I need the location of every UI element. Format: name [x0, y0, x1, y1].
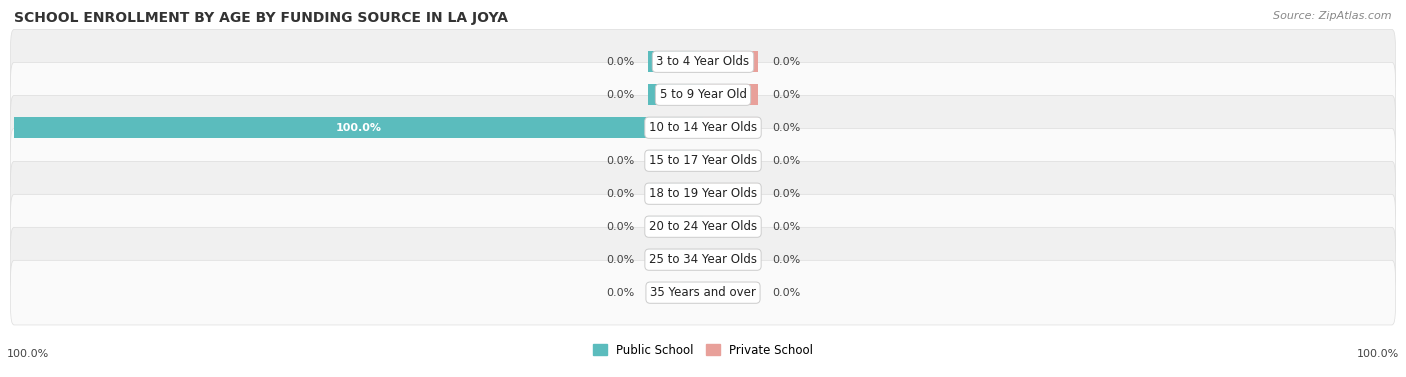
FancyBboxPatch shape: [11, 63, 1395, 127]
Text: 0.0%: 0.0%: [606, 156, 634, 166]
Text: 100.0%: 100.0%: [7, 349, 49, 359]
Text: 0.0%: 0.0%: [606, 57, 634, 67]
Text: 20 to 24 Year Olds: 20 to 24 Year Olds: [650, 220, 756, 233]
Text: 0.0%: 0.0%: [772, 57, 800, 67]
FancyBboxPatch shape: [11, 128, 1395, 193]
FancyBboxPatch shape: [11, 227, 1395, 292]
Text: 0.0%: 0.0%: [772, 222, 800, 232]
Bar: [703, 282, 758, 303]
Bar: [648, 84, 703, 106]
Bar: [703, 117, 758, 138]
Text: Source: ZipAtlas.com: Source: ZipAtlas.com: [1274, 11, 1392, 21]
Bar: [14, 117, 703, 138]
Bar: [703, 183, 758, 204]
Text: 5 to 9 Year Old: 5 to 9 Year Old: [659, 88, 747, 101]
Bar: [648, 183, 703, 204]
Bar: [703, 84, 758, 106]
Bar: [703, 51, 758, 72]
Text: 0.0%: 0.0%: [606, 222, 634, 232]
Text: 0.0%: 0.0%: [772, 123, 800, 133]
Bar: [648, 216, 703, 238]
Text: 100.0%: 100.0%: [1357, 349, 1399, 359]
Text: 0.0%: 0.0%: [772, 188, 800, 199]
Text: 0.0%: 0.0%: [772, 288, 800, 298]
Text: 18 to 19 Year Olds: 18 to 19 Year Olds: [650, 187, 756, 200]
Bar: [703, 249, 758, 270]
Text: 3 to 4 Year Olds: 3 to 4 Year Olds: [657, 55, 749, 68]
FancyBboxPatch shape: [11, 161, 1395, 226]
FancyBboxPatch shape: [11, 29, 1395, 94]
Text: 0.0%: 0.0%: [772, 90, 800, 100]
Text: 25 to 34 Year Olds: 25 to 34 Year Olds: [650, 253, 756, 266]
Text: 35 Years and over: 35 Years and over: [650, 286, 756, 299]
Bar: [648, 150, 703, 172]
Bar: [703, 150, 758, 172]
Text: 10 to 14 Year Olds: 10 to 14 Year Olds: [650, 121, 756, 134]
FancyBboxPatch shape: [11, 260, 1395, 325]
Bar: [648, 282, 703, 303]
Text: 15 to 17 Year Olds: 15 to 17 Year Olds: [650, 154, 756, 167]
Text: 0.0%: 0.0%: [772, 254, 800, 265]
FancyBboxPatch shape: [11, 95, 1395, 160]
Text: SCHOOL ENROLLMENT BY AGE BY FUNDING SOURCE IN LA JOYA: SCHOOL ENROLLMENT BY AGE BY FUNDING SOUR…: [14, 11, 508, 25]
Bar: [648, 51, 703, 72]
Bar: [648, 249, 703, 270]
Text: 0.0%: 0.0%: [772, 156, 800, 166]
Text: 0.0%: 0.0%: [606, 254, 634, 265]
Bar: [703, 216, 758, 238]
Text: 0.0%: 0.0%: [606, 90, 634, 100]
Text: 0.0%: 0.0%: [606, 188, 634, 199]
Text: 100.0%: 100.0%: [336, 123, 381, 133]
FancyBboxPatch shape: [11, 195, 1395, 259]
Legend: Public School, Private School: Public School, Private School: [588, 339, 818, 361]
Text: 0.0%: 0.0%: [606, 288, 634, 298]
